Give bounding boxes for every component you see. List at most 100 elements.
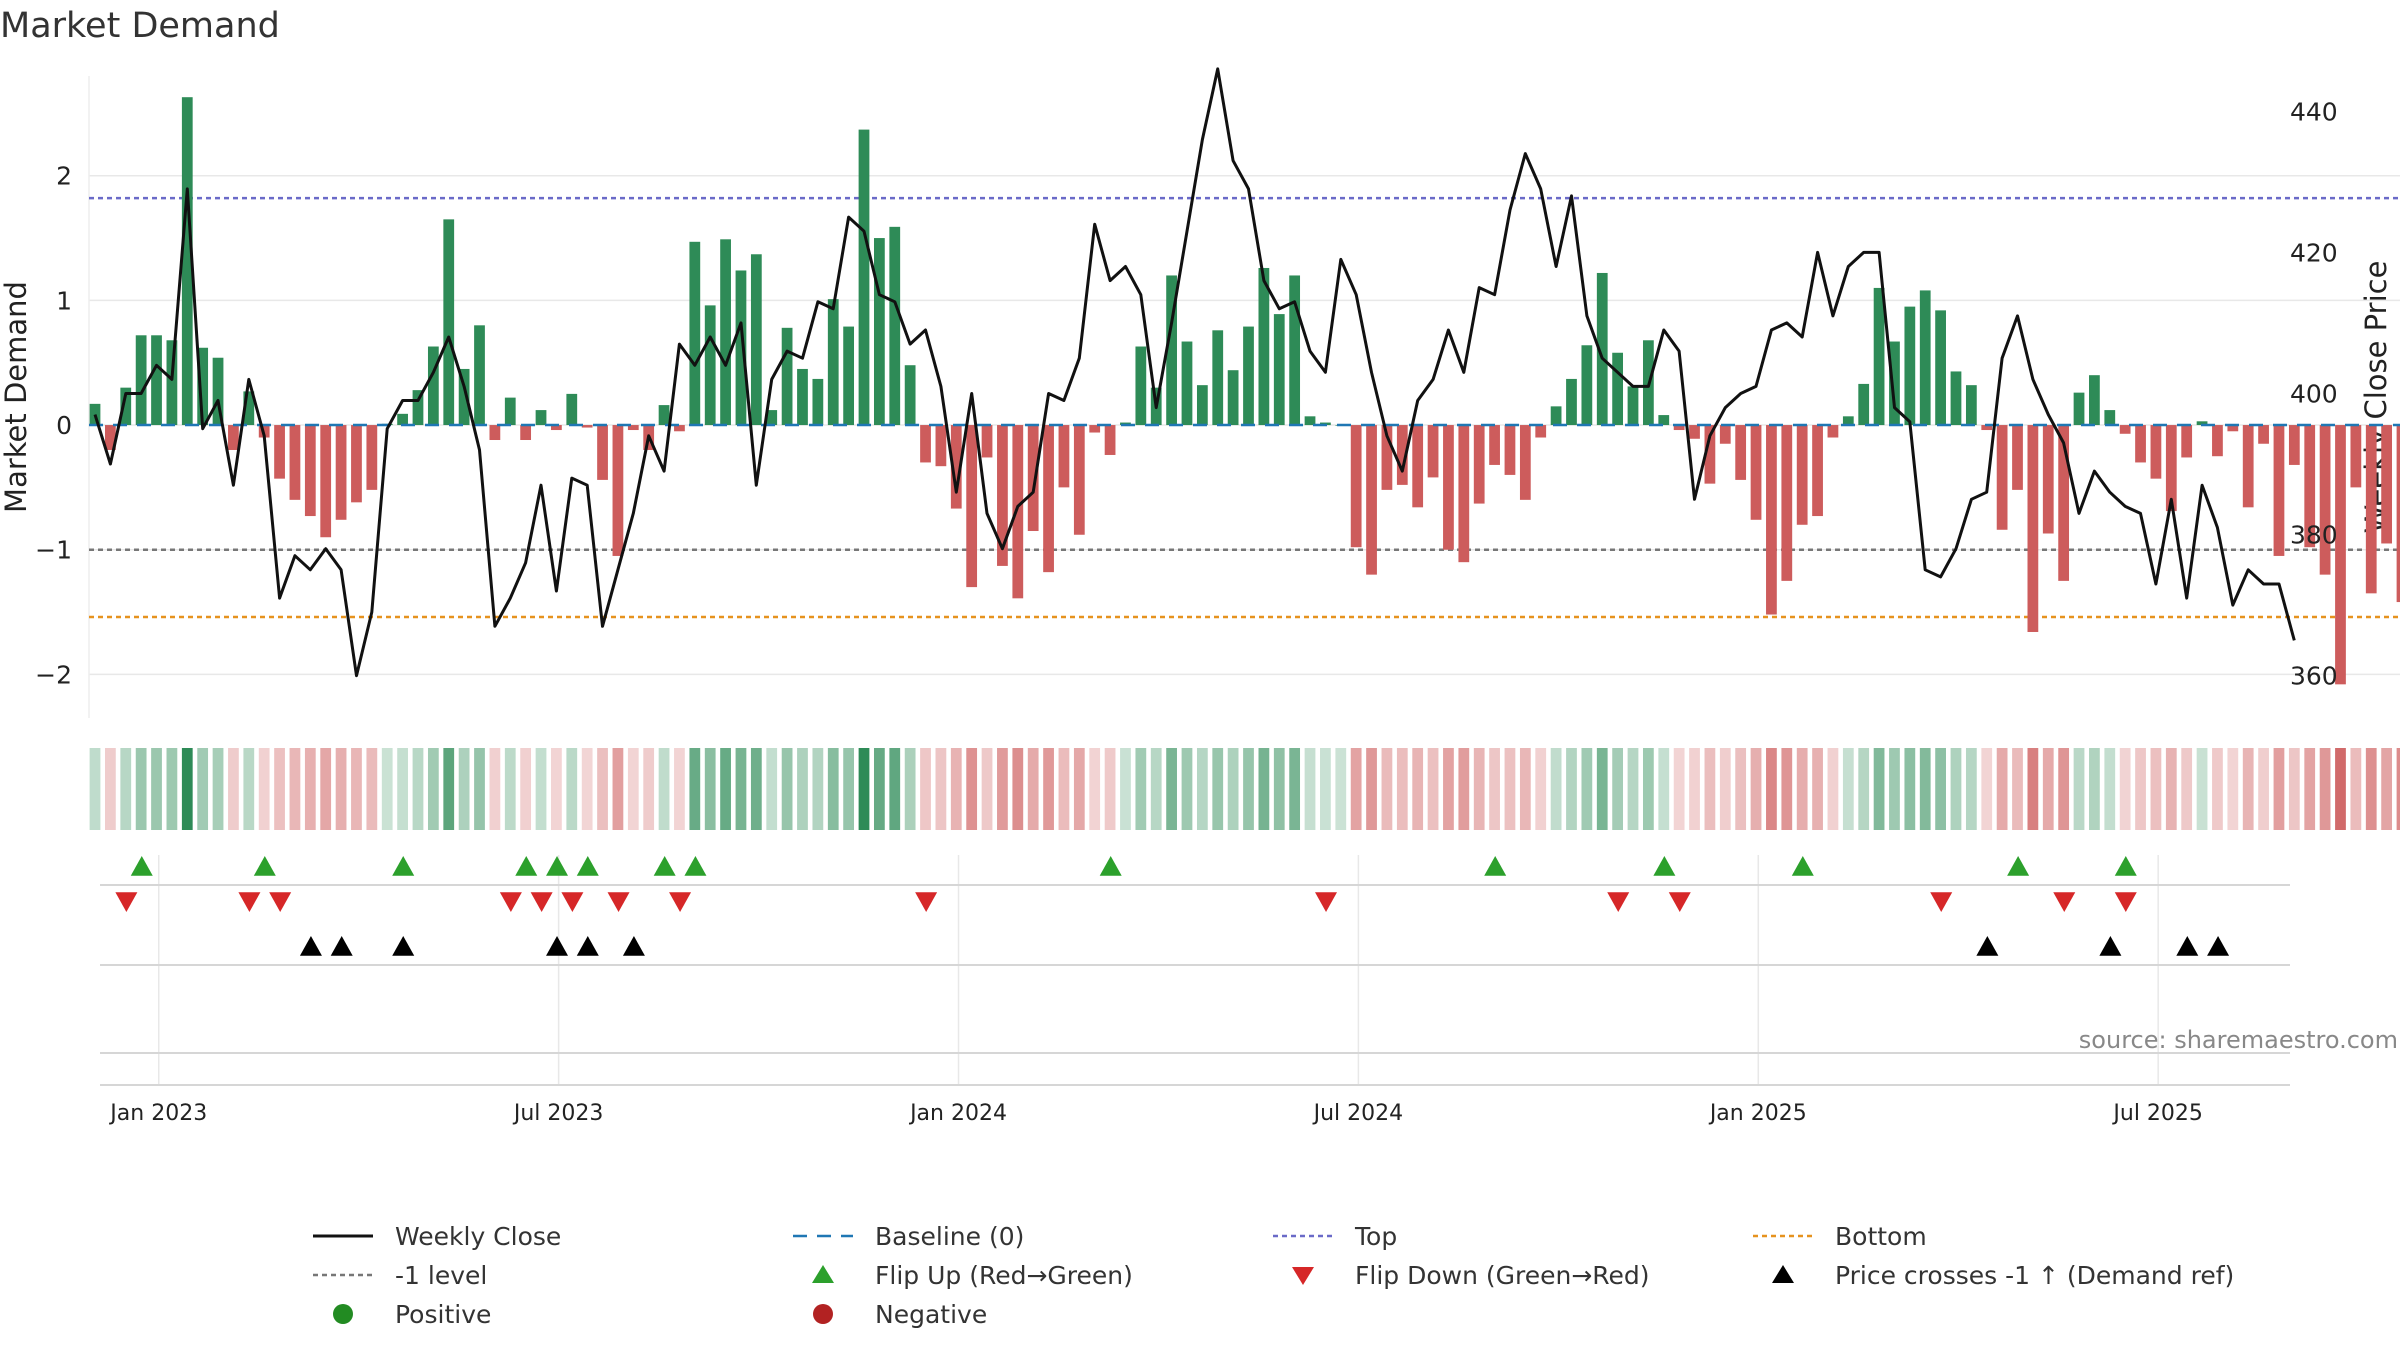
strip-cell [2181, 748, 2193, 830]
demand-bar [1658, 415, 1670, 426]
demand-bar [2165, 425, 2177, 512]
demand-bar [443, 219, 455, 426]
strip-cell [427, 748, 439, 830]
demand-bars [89, 97, 2400, 685]
strip-cell [2381, 748, 2393, 830]
strip-cell [120, 748, 132, 830]
demand-bar [1581, 345, 1593, 426]
strip-cell [397, 748, 408, 830]
price-cross-marker [2176, 936, 2199, 956]
strip-cell [243, 748, 255, 830]
strip-cell [750, 748, 762, 830]
strip-cell [2104, 748, 2116, 830]
demand-bar [1381, 425, 1393, 490]
strip-cell [1443, 748, 1454, 830]
y-tick-right-label: 400 [2290, 379, 2338, 408]
flip-down-marker [238, 892, 261, 912]
demand-bar [181, 97, 193, 426]
strip-cell [1827, 748, 1839, 830]
flip-down-marker [561, 892, 584, 912]
demand-bar [1058, 425, 1070, 488]
demand-bar [1996, 425, 2008, 530]
x-tick-label: Jan 2023 [108, 1101, 207, 1126]
demand-bar [2335, 425, 2346, 685]
strip-cell [2058, 748, 2070, 830]
x-axis-ticks: Jan 2023 Jul 2023 Jan 2024 Jul 2024 Jan 2025… [108, 1101, 2203, 1126]
strip-cell [535, 748, 547, 830]
strip-cell [1366, 748, 1377, 830]
strip-cell [1166, 748, 1177, 830]
demand-bar [1904, 306, 1916, 426]
legend-label: Bottom [1835, 1222, 1927, 1251]
flip-up-marker [515, 856, 538, 876]
demand-bar [551, 425, 562, 431]
demand-bar [2150, 425, 2162, 479]
strip-cell [689, 748, 701, 830]
flip-up-marker [546, 856, 569, 876]
strip-cell [1719, 748, 1731, 830]
legend-swatch [333, 1304, 353, 1324]
price-cross-marker [330, 936, 353, 956]
demand-bar [228, 425, 239, 450]
demand-bar [2135, 425, 2146, 463]
demand-bar [1566, 378, 1577, 426]
legend-label: -1 level [395, 1261, 487, 1290]
demand-bar [1781, 425, 1793, 581]
strip-cell [335, 748, 347, 830]
strip-cell [643, 748, 655, 830]
demand-bar [1427, 425, 1439, 478]
legend-swatch [1292, 1267, 1314, 1285]
strip-cell [658, 748, 670, 830]
demand-bar [827, 299, 839, 426]
strip-cell [950, 748, 962, 830]
demand-bar [997, 425, 1008, 566]
flip-down-marker [269, 892, 292, 912]
demand-bar [1812, 425, 1823, 517]
flip-up-marker [684, 856, 707, 876]
demand-bar [1089, 425, 1101, 433]
demand-bar [612, 425, 624, 556]
demand-bar [2181, 425, 2193, 458]
demand-bar [1735, 425, 1747, 480]
strip-cell [2365, 748, 2377, 830]
strip-cell [1519, 748, 1531, 830]
demand-bar [1227, 370, 1239, 426]
strip-cell [597, 748, 608, 830]
demand-bar [658, 405, 670, 426]
strip-cell [2304, 748, 2316, 830]
demand-bar [1473, 425, 1485, 504]
demand-bar [104, 425, 116, 450]
demand-bar [520, 425, 532, 441]
demand-bar [1550, 406, 1562, 426]
strip-cell [289, 748, 301, 830]
strip-cell [228, 748, 239, 830]
strip-cell [889, 748, 901, 830]
demand-bar [2196, 421, 2208, 426]
demand-bar [797, 368, 808, 426]
strip-cell [1058, 748, 1070, 830]
strip-cell [674, 748, 685, 830]
flip-up-marker [392, 856, 415, 876]
demand-bar [197, 347, 209, 426]
demand-bar [1366, 425, 1377, 575]
strip-cell [1642, 748, 1654, 830]
demand-bar [1104, 425, 1116, 455]
demand-bar [474, 325, 485, 426]
strip-cell [1120, 748, 1131, 830]
demand-bar [904, 365, 916, 426]
demand-bar [2058, 425, 2070, 581]
strip-cell [1227, 748, 1239, 830]
strip-cell [197, 748, 209, 830]
strip-cell [2396, 748, 2400, 830]
demand-bar [1243, 326, 1254, 426]
demand-bar [351, 425, 362, 503]
strip-cell [1673, 748, 1685, 830]
demand-bar [2089, 375, 2100, 426]
demand-bar [2319, 425, 2331, 575]
flip-down-marker [499, 892, 522, 912]
demand-bar [1304, 416, 1316, 426]
demand-bar [1073, 425, 1085, 535]
demand-bar [504, 397, 516, 426]
legend-label: Negative [875, 1300, 987, 1329]
legend-item-positive: Positive [333, 1300, 491, 1329]
